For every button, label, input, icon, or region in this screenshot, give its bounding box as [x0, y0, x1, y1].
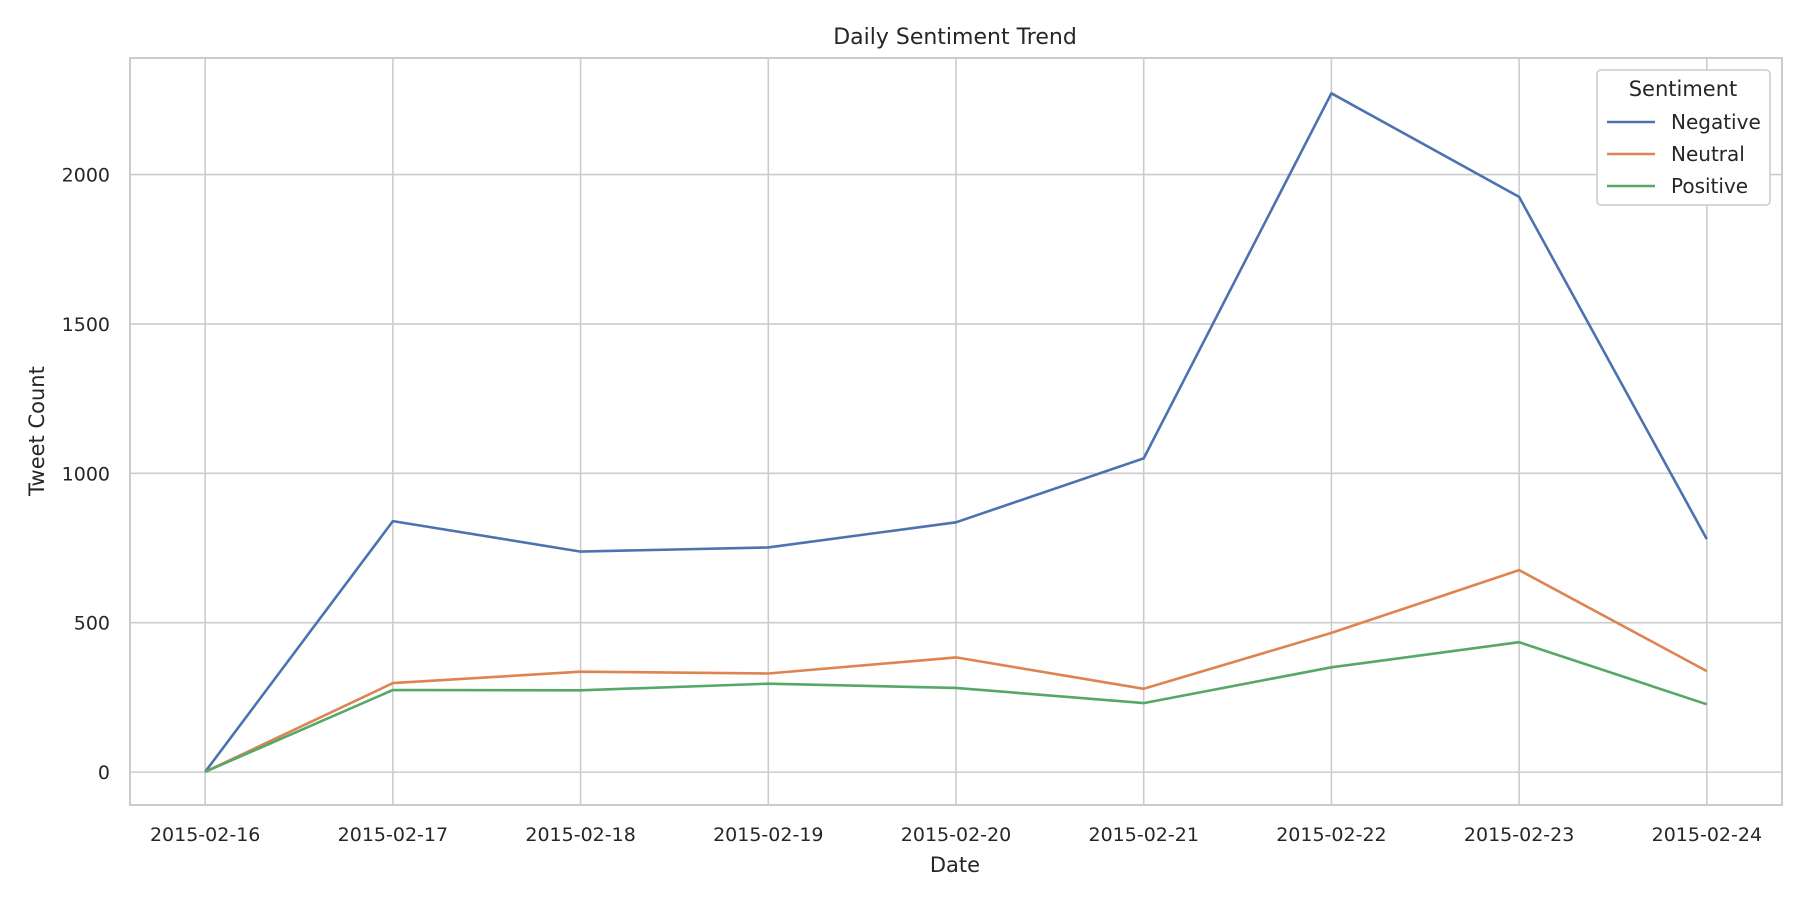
y-tick-label: 1000 — [62, 463, 110, 485]
plot-frame — [129, 57, 1783, 806]
y-tick-label: 1500 — [62, 314, 110, 336]
series-lines — [204, 92, 1708, 773]
grid-lines — [130, 58, 1782, 805]
x-tick-label: 2015-02-24 — [1652, 824, 1762, 846]
x-axis-label: Date — [930, 853, 980, 877]
legend: Sentiment Negative Neutral Positive — [1596, 69, 1771, 206]
x-tick-label: 2015-02-19 — [713, 824, 823, 846]
x-tick-labels: 2015-02-16 2015-02-17 2015-02-18 2015-02-19… — [150, 824, 1762, 846]
legend-items: Negative Neutral Positive — [1607, 110, 1761, 198]
y-tick-labels: 0 500 1000 1500 2000 — [62, 165, 110, 785]
x-tick-label: 2015-02-18 — [525, 824, 635, 846]
x-tick-label: 2015-02-21 — [1088, 824, 1198, 846]
legend-label-negative: Negative — [1671, 110, 1761, 134]
series-line-positive — [204, 640, 1708, 773]
x-tick-label: 2015-02-20 — [901, 824, 1011, 846]
y-tick-label: 500 — [74, 613, 110, 635]
legend-label-neutral: Neutral — [1671, 142, 1745, 166]
x-tick-label: 2015-02-17 — [338, 824, 448, 846]
y-axis-label: Tweet Count — [25, 366, 49, 497]
x-tick-label: 2015-02-16 — [150, 824, 260, 846]
series-line-neutral — [204, 568, 1708, 773]
x-tick-label: 2015-02-22 — [1276, 824, 1386, 846]
legend-label-positive: Positive — [1671, 174, 1748, 198]
x-tick-label: 2015-02-23 — [1464, 824, 1574, 846]
series-line-negative — [204, 92, 1708, 773]
legend-title: Sentiment — [1629, 77, 1738, 101]
chart-title: Daily Sentiment Trend — [833, 25, 1077, 50]
legend-box — [1596, 69, 1771, 206]
y-tick-label: 0 — [98, 762, 110, 784]
y-tick-label: 2000 — [62, 165, 110, 187]
